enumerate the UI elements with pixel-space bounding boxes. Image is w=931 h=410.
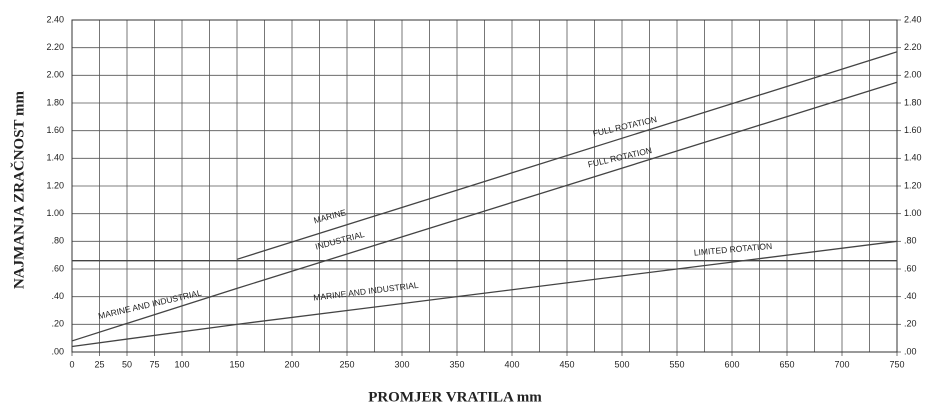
- x-tick-label: 350: [449, 359, 464, 369]
- x-tick-label: 0: [69, 359, 74, 369]
- y2-tick-label: 1.80: [904, 97, 922, 107]
- y-tick-label: 1.20: [46, 180, 64, 190]
- x-tick-label: 750: [889, 359, 904, 369]
- y-tick-label: 1.00: [46, 208, 64, 218]
- x-tick-label: 450: [559, 359, 574, 369]
- y-tick-label: .20: [51, 319, 64, 329]
- x-tick-label: 150: [229, 359, 244, 369]
- y2-tick-label: 2.00: [904, 70, 922, 80]
- x-tick-label: 400: [504, 359, 519, 369]
- y2-tick-label: .20: [904, 319, 917, 329]
- y-tick-label: .80: [51, 236, 64, 246]
- y-tick-label: .60: [51, 263, 64, 273]
- y2-tick-label: 1.00: [904, 208, 922, 218]
- y-axis-title: NAJMANJA ZRAČNOST mm: [10, 90, 27, 289]
- x-tick-label: 25: [94, 359, 104, 369]
- series-line: [236, 51, 898, 260]
- x-tick-label: 200: [284, 359, 299, 369]
- x-tick-label: 550: [669, 359, 684, 369]
- y2-tick-label: .60: [904, 263, 917, 273]
- y-tick-label: .40: [51, 291, 64, 301]
- y2-tick-label: 2.20: [904, 42, 922, 52]
- y2-tick-label: 1.20: [904, 180, 922, 190]
- y-tick-label: 1.60: [46, 125, 64, 135]
- x-tick-label: 100: [174, 359, 189, 369]
- plot-frame: [71, 19, 898, 353]
- x-tick-label: 50: [122, 359, 132, 369]
- x-tick-label: 250: [339, 359, 354, 369]
- y2-tick-label: .00: [904, 346, 917, 356]
- x-tick-label: 500: [614, 359, 629, 369]
- y-tick-label: 2.20: [46, 42, 64, 52]
- y2-tick-label: 1.60: [904, 125, 922, 135]
- y-tick-label: .00: [51, 346, 64, 356]
- series-line: [71, 240, 898, 348]
- x-axis-title: PROMJER VRATILA mm: [368, 389, 542, 405]
- x-tick-label: 600: [724, 359, 739, 369]
- y-tick-label: 1.40: [46, 153, 64, 163]
- y2-tick-label: .40: [904, 291, 917, 301]
- y-tick-label: 2.40: [46, 14, 64, 24]
- x-tick-label: 700: [834, 359, 849, 369]
- y-tick-label: 2.00: [46, 70, 64, 80]
- series-line: [71, 81, 898, 342]
- y2-tick-label: .80: [904, 236, 917, 246]
- y-tick-label: 1.80: [46, 97, 64, 107]
- x-tick-label: 75: [149, 359, 159, 369]
- y2-tick-label: 1.40: [904, 153, 922, 163]
- y2-tick-label: 2.40: [904, 14, 922, 24]
- x-tick-label: 300: [394, 359, 409, 369]
- x-tick-label: 650: [779, 359, 794, 369]
